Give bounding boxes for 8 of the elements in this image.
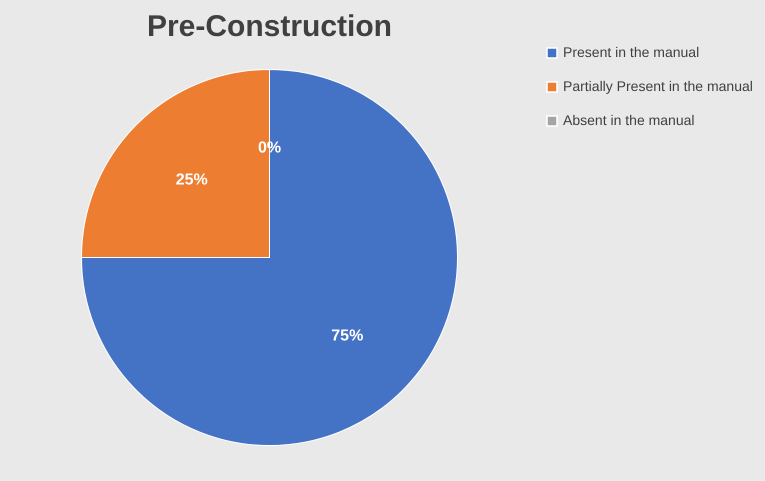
legend-label: Partially Present in the manual	[563, 78, 753, 94]
legend-label: Absent in the manual	[563, 112, 695, 128]
pie-slice	[81, 69, 458, 446]
legend-label: Present in the manual	[563, 44, 700, 60]
text: 0%	[258, 140, 282, 156]
data-label: 25%	[176, 172, 208, 189]
data-label: 75%	[331, 327, 364, 344]
chart-title: Pre-Construction	[146, 10, 392, 43]
